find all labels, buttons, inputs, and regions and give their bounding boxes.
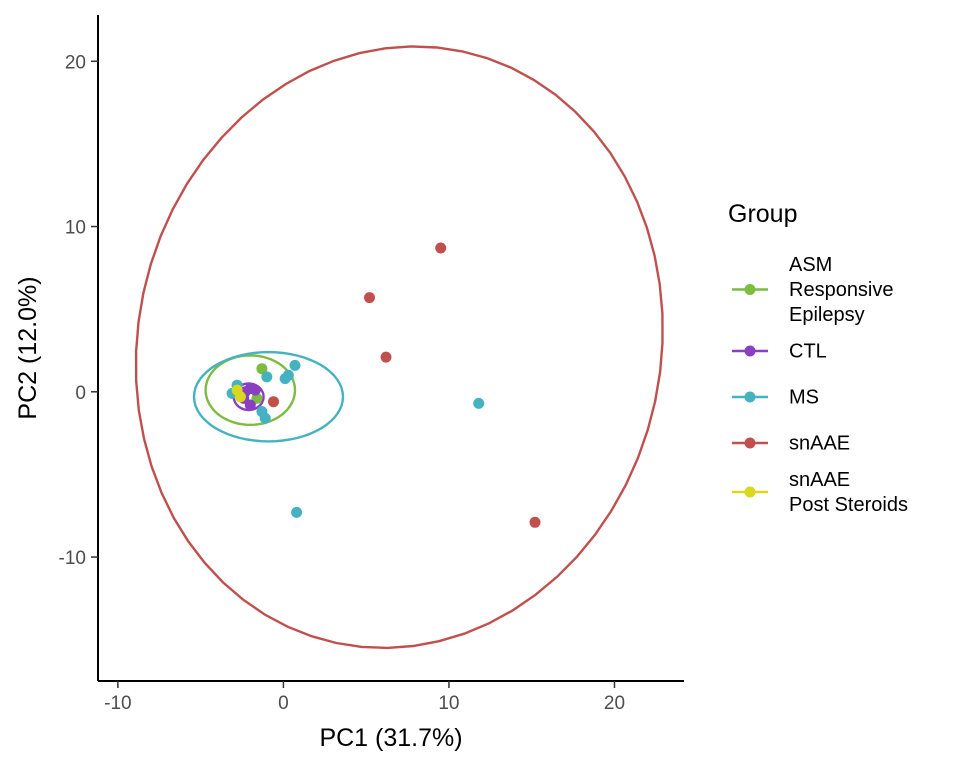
legend-key-dot xyxy=(744,345,756,357)
ellipse-3 xyxy=(192,350,345,443)
x-ticks: -10 0 10 20 xyxy=(104,681,625,714)
point-s3-10 xyxy=(291,506,303,518)
x-tick-label: -10 xyxy=(104,693,131,714)
points-layer xyxy=(226,242,541,528)
legend-item-4: snAAE xyxy=(732,433,850,455)
legend-label: Post Steroids xyxy=(789,494,908,516)
point-s4-4 xyxy=(268,396,279,408)
ellipse-4 xyxy=(134,45,664,650)
point-s3-9 xyxy=(473,397,485,409)
y-ticks: -10 0 10 20 xyxy=(59,52,98,569)
axes: -10 0 10 20 -10 0 10 20 xyxy=(59,15,684,714)
y-tick-label: 0 xyxy=(75,383,86,404)
point-s1-1 xyxy=(256,363,268,375)
point-s3-8 xyxy=(259,412,271,424)
legend-label: CTL xyxy=(789,341,827,363)
legend-label: snAAE xyxy=(789,469,850,491)
legend: Group ASMResponsiveEpilepsyCTLMSsnAAEsnA… xyxy=(728,200,908,516)
point-s4-3 xyxy=(380,351,392,363)
legend-label: Epilepsy xyxy=(789,304,865,326)
legend-item-5: snAAE Post Steroids xyxy=(732,469,908,516)
legend-key-dot xyxy=(744,437,756,449)
point-s5-2 xyxy=(231,384,243,396)
point-s4-5 xyxy=(529,516,541,528)
y-axis-title: PC2 (12.0%) xyxy=(14,276,42,419)
ellipse-1 xyxy=(204,354,297,427)
legend-key-dot xyxy=(744,284,756,295)
x-tick-label: 10 xyxy=(438,693,459,714)
point-s4-1 xyxy=(435,242,447,254)
legend-item-1: ASM Responsive Epilepsy xyxy=(732,254,894,326)
x-axis-title: PC1 (31.7%) xyxy=(319,724,462,752)
legend-label: MS xyxy=(789,387,819,409)
point-s2-4 xyxy=(244,399,256,411)
y-tick-label: 20 xyxy=(65,52,86,73)
point-s3-6 xyxy=(289,359,301,371)
point-s2-5 xyxy=(249,384,261,396)
x-tick-label: 20 xyxy=(604,693,625,714)
point-s4-2 xyxy=(364,292,375,304)
legend-label: Responsive xyxy=(789,279,894,301)
ellipses-layer xyxy=(134,45,664,650)
point-s3-5 xyxy=(282,369,294,381)
point-s3-3 xyxy=(261,371,273,383)
x-tick-label: 0 xyxy=(278,693,289,714)
legend-key-dot xyxy=(744,486,756,498)
legend-label: snAAE xyxy=(789,433,850,455)
y-tick-label: -10 xyxy=(59,548,86,569)
legend-title: Group xyxy=(728,200,797,228)
legend-label: ASM xyxy=(789,254,832,276)
y-tick-label: 10 xyxy=(65,218,86,239)
legend-key-dot xyxy=(744,391,756,403)
legend-item-3: MS xyxy=(732,387,819,409)
legend-item-2: CTL xyxy=(732,341,827,363)
